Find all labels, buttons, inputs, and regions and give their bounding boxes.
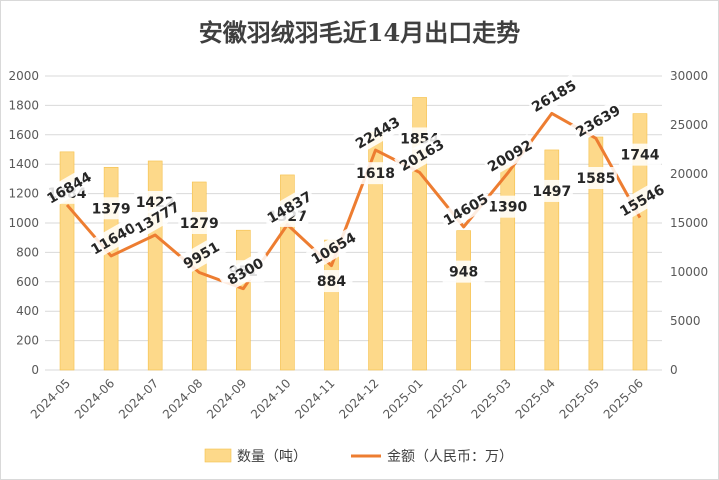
- bar-label-bg: [442, 260, 485, 283]
- y-right-tick-label: 0: [670, 363, 678, 377]
- x-tick-label: 2025-06: [601, 376, 646, 421]
- line-label-bg: [305, 226, 361, 270]
- y-left-tick-label: 1400: [8, 157, 39, 171]
- line-label-bg: [261, 185, 317, 229]
- bar: [544, 149, 560, 371]
- legend-label: 数量（吨）: [237, 449, 307, 465]
- line-label-bg: [438, 187, 494, 232]
- legend: 数量（吨） 金额（人民币：万）: [204, 448, 513, 465]
- bar-value-label: 1379: [92, 201, 131, 217]
- line-label-bg: [526, 74, 582, 118]
- bar-label-bg: [530, 179, 573, 202]
- y-right-tick-label: 15000: [670, 216, 708, 230]
- line-label-bg: [482, 133, 538, 178]
- bar-value-label: 1497: [532, 184, 571, 200]
- line-label-bg: [85, 216, 141, 261]
- bar-value-label: 1618: [356, 166, 395, 182]
- line-label-bg: [350, 110, 406, 155]
- x-tick-label: 2024-05: [28, 376, 73, 421]
- line-label-bg: [614, 178, 670, 222]
- line-label-group: 26185: [526, 74, 582, 118]
- y-left-tick-label: 800: [16, 245, 39, 259]
- bar-label-bg: [574, 167, 617, 190]
- y-right-tick-label: 10000: [670, 265, 708, 279]
- line-label-bg: [41, 165, 97, 210]
- bar: [632, 113, 648, 371]
- bar-label-bg: [90, 197, 133, 220]
- bar-label-bg: [178, 211, 221, 234]
- line-label-bg: [394, 133, 450, 177]
- y-left-tick-label: 1000: [8, 216, 39, 230]
- x-tick-label: 2025-04: [513, 376, 558, 421]
- y-right-tick-label: 5000: [670, 314, 701, 328]
- line-series: [65, 111, 642, 291]
- bar-label-bg: [486, 195, 529, 218]
- bar: [456, 230, 471, 371]
- x-tick-label: 2024-12: [336, 376, 381, 421]
- y-left-tick-label: 1600: [8, 128, 39, 142]
- y-right-tick-label: 25000: [670, 118, 708, 132]
- bar-value-label: 1744: [620, 148, 659, 164]
- x-tick-label: 2024-09: [204, 376, 249, 421]
- bar-value-label: 1585: [576, 171, 615, 187]
- bar: [59, 151, 75, 371]
- x-tick-label: 2025-01: [380, 376, 425, 421]
- x-tick-label: 2024-11: [292, 376, 337, 421]
- y-left-tick-label: 1800: [8, 98, 39, 112]
- line-label-bg: [217, 249, 273, 293]
- bar-label-bg: [354, 162, 397, 185]
- y-left-tick-label: 600: [16, 275, 39, 289]
- bar: [191, 181, 207, 371]
- x-tick-label: 2025-02: [424, 376, 469, 421]
- y-left-tick-label: 2000: [8, 69, 39, 83]
- bar-value-label: 948: [449, 265, 478, 281]
- x-tick-label: 2024-10: [248, 376, 293, 421]
- legend-label: 金额（人民币：万）: [387, 449, 513, 465]
- line-label-bg: [129, 195, 185, 240]
- bar-value-label: 1279: [180, 216, 219, 232]
- gridlines: [45, 75, 662, 371]
- y-left-tick-label: 1200: [8, 187, 39, 201]
- y-right-tick-label: 30000: [670, 69, 708, 83]
- bar-label-bg: [310, 270, 353, 293]
- x-tick-label: 2024-08: [160, 376, 205, 421]
- bar-value-label: 884: [317, 274, 346, 290]
- legend-bar-swatch: [204, 448, 232, 463]
- line-label-bg: [173, 233, 229, 277]
- series-line: [65, 111, 642, 291]
- y-right-tick-label: 20000: [670, 167, 708, 181]
- x-tick-label: 2024-06: [72, 376, 117, 421]
- bar-label-bg: [618, 143, 661, 166]
- bar: [236, 229, 251, 371]
- y-left-tick-label: 200: [16, 334, 39, 348]
- bar-value-label: 1390: [488, 200, 527, 216]
- data-labels: 1484137914221279951132788416181854948139…: [41, 74, 670, 293]
- y-left-tick-label: 400: [16, 304, 39, 318]
- x-tick-label: 2025-03: [469, 376, 514, 421]
- x-tick-label: 2024-07: [116, 376, 161, 421]
- chart-title: 安徽羽绒羽毛近14月出口走势: [198, 18, 521, 47]
- x-tick-label: 2025-05: [557, 376, 602, 421]
- line-label-bg: [570, 99, 626, 143]
- y-left-tick-label: 0: [31, 363, 39, 377]
